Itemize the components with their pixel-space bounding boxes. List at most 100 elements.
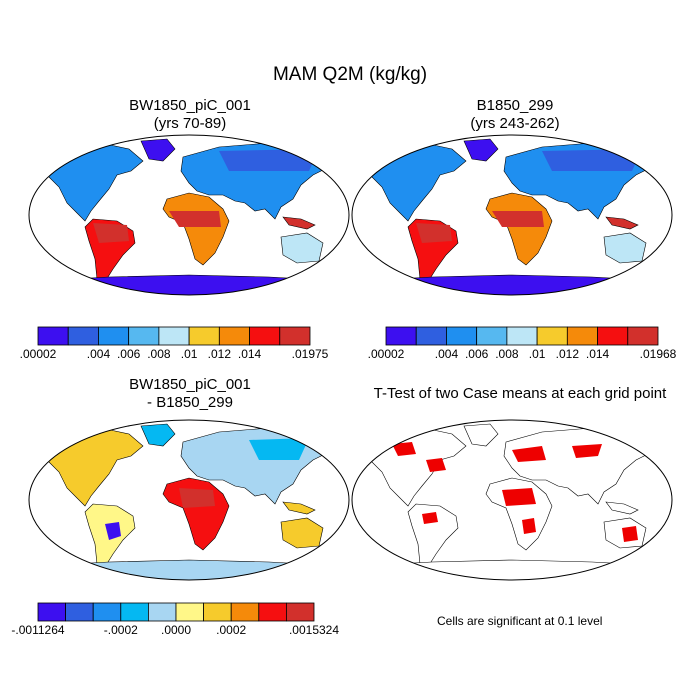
map-panel-1: [28, 134, 350, 296]
landmass-australia: [280, 232, 324, 264]
map-border: [351, 134, 673, 296]
landmass-africa: [162, 477, 230, 551]
significant-cell: [502, 488, 536, 506]
landmass-namerica: [359, 142, 467, 222]
panel-title-ttest: T-Test of two Case means at each grid po…: [373, 385, 667, 402]
colorbar-tick-label: .01: [528, 347, 546, 361]
colorbar-tick-label: .008: [147, 347, 171, 361]
significance-note: Cells are significant at 0.1 level: [437, 614, 603, 628]
colorbar-swatch: [536, 326, 568, 346]
colorbar-tick-label: .004: [86, 347, 111, 361]
colorbar-tick-label: .004: [434, 347, 459, 361]
colorbar-swatch: [65, 602, 94, 622]
landmass-namerica: [36, 427, 144, 507]
landmass-antarctica: [36, 274, 342, 295]
landmass-seasia: [282, 501, 316, 515]
colorbar-swatch: [218, 326, 250, 346]
colorbar-swatch: [506, 326, 538, 346]
map-border: [28, 134, 350, 296]
colorbar-tick-label: -.0011264: [11, 623, 65, 637]
panel-title-difference: BW1850_piC_001 - B1850_299: [129, 376, 251, 411]
siberia-band: [542, 149, 642, 171]
landmass-seasia: [605, 501, 639, 515]
map-panel-4: [351, 419, 673, 581]
neg-anomaly: [249, 438, 309, 460]
colorbar-tick-label: .01968: [639, 347, 677, 361]
landmass-antarctica: [359, 559, 665, 580]
colorbar-swatch: [37, 326, 69, 346]
significant-cell: [622, 526, 638, 542]
landmass-africa: [485, 192, 553, 266]
landmass-namerica: [359, 427, 467, 507]
landmass-antarctica: [359, 274, 665, 295]
significant-cell: [572, 444, 602, 458]
colorbar-tick-label: .0015324: [288, 623, 340, 637]
landmass-greenland: [140, 138, 176, 162]
significant-cell: [522, 518, 536, 534]
landmass-seasia: [282, 216, 316, 230]
colorbar-swatch: [566, 326, 598, 346]
colorbar-1: [37, 326, 311, 346]
colorbar-tick-label: .01: [180, 347, 198, 361]
colorbar-swatch: [446, 326, 478, 346]
tropical-band: [492, 211, 544, 227]
colorbar-swatch: [147, 602, 177, 622]
colorbar-swatch: [158, 326, 190, 346]
landmass-antarctica: [36, 559, 342, 580]
amazon-band: [416, 223, 452, 243]
colorbar-swatch: [203, 602, 232, 622]
landmass-greenland: [463, 423, 499, 447]
colorbar-swatch: [128, 326, 160, 346]
significant-cell: [426, 458, 446, 472]
colorbar-swatch: [92, 602, 122, 622]
colorbar-swatch: [249, 326, 281, 346]
colorbar-tick-label: .00002: [19, 347, 57, 361]
panel-title-experiment: B1850_299 (yrs 243-262): [470, 97, 560, 132]
colorbar-tick-label: -.0002: [103, 623, 138, 637]
colorbar-tick-label: .01975: [291, 347, 329, 361]
neg-anomaly: [105, 522, 121, 540]
colorbar-swatch: [597, 326, 629, 346]
significant-cell: [512, 446, 546, 462]
colorbar-swatch: [98, 326, 130, 346]
landmass-australia: [603, 232, 647, 264]
colorbar-3: [37, 602, 315, 622]
map-panel-2: [351, 134, 673, 296]
colorbar-swatch: [285, 602, 315, 622]
landmass-greenland: [463, 138, 499, 162]
colorbar-tick-label: .012: [555, 347, 580, 361]
colorbar-tick-label: .006: [116, 347, 141, 361]
map-border: [351, 419, 673, 581]
colorbar-swatch: [188, 326, 220, 346]
siberia-band: [219, 149, 319, 171]
colorbar-tick-label: .0002: [216, 623, 247, 637]
colorbar-swatch: [67, 326, 99, 346]
colorbar-swatch: [415, 326, 447, 346]
landmass-africa: [162, 192, 230, 266]
panel-title-control: BW1850_piC_001 (yrs 70-89): [129, 97, 251, 132]
colorbar-swatch: [230, 602, 260, 622]
colorbar-swatch: [385, 326, 417, 346]
colorbar-tick-label: .00002: [367, 347, 405, 361]
colorbar-swatch: [175, 602, 205, 622]
colorbar-tick-label: .0000: [160, 623, 192, 637]
landmass-seasia: [605, 216, 639, 230]
colorbar-swatch: [120, 602, 149, 622]
figure-title: MAM Q2M (kg/kg): [272, 64, 428, 85]
colorbar-tick-label: .014: [585, 347, 610, 361]
colorbar-tick-label: .014: [237, 347, 262, 361]
significant-cell: [422, 512, 438, 524]
map-panel-3: [28, 419, 350, 581]
colorbar-2: [385, 326, 659, 346]
colorbar-tick-label: .012: [207, 347, 232, 361]
colorbar-tick-label: .006: [464, 347, 489, 361]
landmass-australia: [280, 517, 324, 549]
significant-cell: [392, 442, 416, 456]
colorbar-swatch: [258, 602, 287, 622]
map-border: [28, 419, 350, 581]
colorbar-swatch: [627, 326, 659, 346]
colorbar-swatch: [37, 602, 67, 622]
colorbar-swatch: [279, 326, 311, 346]
pos-anomaly: [179, 488, 215, 508]
